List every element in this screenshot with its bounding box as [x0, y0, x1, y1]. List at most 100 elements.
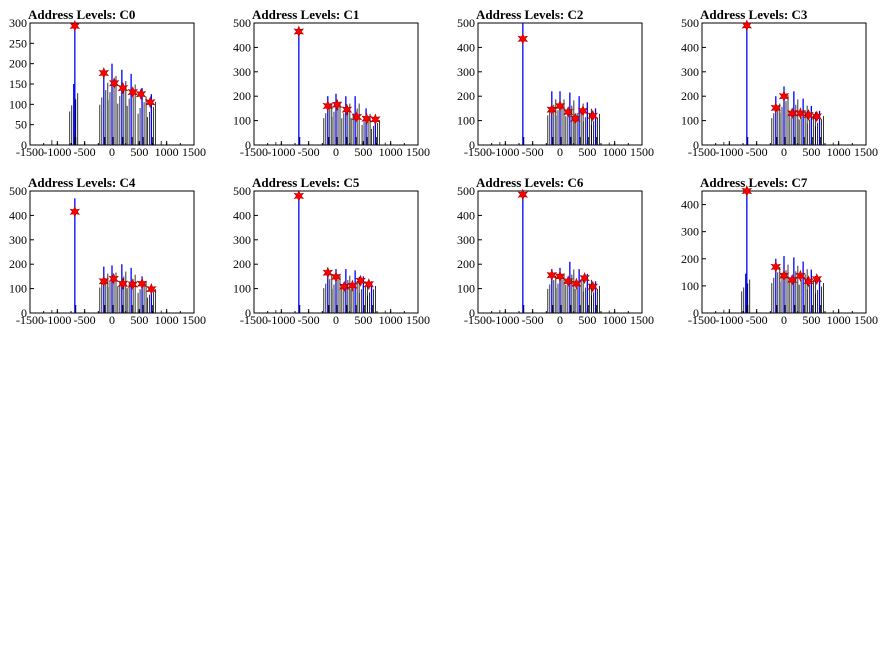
peak-marker: [770, 260, 782, 273]
y-tick-label: 0: [21, 138, 27, 152]
y-tick-label: 300: [9, 233, 27, 247]
peak-marker: [741, 184, 753, 198]
peak-marker: [778, 269, 790, 282]
peak-marker: [803, 275, 814, 288]
x-tick-label: 1000: [379, 145, 403, 159]
chart-panel: Address Levels: C6 -1500 -1000 -500 0 500 1000…: [457, 175, 654, 327]
y-tick-label: 0: [469, 306, 475, 320]
peak-marker: [517, 32, 529, 45]
peak-marker: [145, 96, 156, 109]
y-tick-label: 400: [9, 208, 27, 222]
y-tick-label: 400: [233, 40, 251, 54]
x-tick-label: 1500: [406, 145, 430, 159]
peak-marker: [108, 272, 119, 285]
peak-marker: [363, 278, 375, 291]
peak-marker: [136, 277, 148, 290]
x-tick-label: 1500: [630, 145, 654, 159]
peak-marker: [355, 274, 366, 287]
y-tick-label: 500: [681, 16, 699, 30]
y-tick-label: 500: [233, 184, 251, 198]
y-tick-label: 0: [245, 306, 251, 320]
y-tick-label: 200: [457, 89, 475, 103]
chart-panel: Address Levels: C7-1500 -1000 -500 0 500 1000…: [681, 175, 878, 327]
chart-title: Address Levels: C0: [28, 7, 135, 22]
peak-marker: [786, 273, 798, 286]
y-tick-label: 300: [457, 65, 475, 79]
x-tick-label: 1500: [182, 145, 206, 159]
y-tick-label: 100: [233, 282, 251, 296]
peak-marker: [322, 99, 334, 112]
peak-marker: [577, 104, 589, 117]
x-tick-label: 1000: [827, 145, 851, 159]
peak-marker: [127, 278, 139, 291]
chart-title: Address Levels: C4: [28, 175, 136, 190]
y-tick-label: 300: [681, 225, 699, 239]
x-tick-label: -500: [522, 145, 544, 159]
peak-marker: [146, 283, 157, 296]
x-tick-label: 500: [578, 145, 596, 159]
y-tick-label: 500: [233, 16, 251, 30]
peak-marker: [117, 82, 129, 95]
x-tick-label: 500: [354, 145, 372, 159]
y-tick-label: 100: [9, 97, 27, 111]
peak-marker: [786, 107, 798, 120]
y-tick-label: 50: [15, 118, 27, 132]
peak-marker: [562, 275, 574, 288]
x-tick-label: -1500: [16, 313, 44, 327]
peak-marker: [127, 86, 139, 99]
y-tick-label: 100: [9, 282, 27, 296]
chart-title: Address Levels: C5: [252, 175, 360, 190]
peak-marker: [546, 103, 558, 116]
chart-panel: Address Levels: C1-1500 -1000 -500 0 500 1000…: [233, 7, 430, 159]
peak-marker: [330, 270, 342, 283]
x-tick-label: 0: [781, 145, 787, 159]
peak-marker: [293, 189, 305, 202]
peak-marker: [811, 110, 823, 123]
peak-marker: [562, 106, 574, 119]
x-tick-label: -500: [74, 313, 96, 327]
x-tick-label: -500: [298, 313, 320, 327]
x-tick-label: 1000: [155, 313, 179, 327]
x-tick-label: -1500: [464, 313, 492, 327]
x-tick-label: 1000: [827, 313, 851, 327]
y-tick-label: 200: [233, 257, 251, 271]
x-tick-label: 500: [802, 313, 820, 327]
peak-marker: [741, 19, 753, 32]
peak-marker: [570, 112, 581, 125]
x-tick-label: -1000: [43, 145, 71, 159]
x-tick-label: 1000: [603, 313, 627, 327]
x-tick-label: 1000: [603, 145, 627, 159]
x-tick-label: -1500: [240, 145, 268, 159]
peak-marker: [331, 98, 343, 111]
peak-marker: [579, 272, 590, 285]
peak-marker: [587, 280, 599, 293]
y-tick-label: 100: [681, 279, 699, 293]
chart-panel: Address Levels: C4-1500 -1000 -500 0 500 1000…: [9, 175, 206, 327]
peak-marker: [135, 88, 147, 101]
x-tick-label: -500: [746, 145, 768, 159]
x-tick-label: -1500: [464, 145, 492, 159]
x-tick-label: -1000: [267, 313, 295, 327]
peak-marker: [341, 103, 353, 116]
y-tick-label: 200: [9, 257, 27, 271]
x-tick-label: -500: [298, 145, 320, 159]
peak-marker: [361, 112, 372, 125]
x-tick-label: -500: [522, 313, 544, 327]
x-tick-label: 500: [578, 313, 596, 327]
y-tick-label: 300: [9, 16, 27, 30]
x-tick-label: -1500: [16, 145, 44, 159]
peak-marker: [517, 188, 529, 201]
x-tick-label: -1000: [491, 313, 519, 327]
y-tick-label: 500: [457, 184, 475, 198]
x-tick-label: -1000: [715, 313, 743, 327]
x-tick-label: 0: [557, 313, 563, 327]
peak-marker: [546, 269, 558, 282]
y-tick-label: 150: [9, 77, 27, 91]
peak-marker: [293, 25, 305, 38]
peak-marker: [351, 110, 363, 123]
x-tick-label: 1500: [406, 313, 430, 327]
chart-title: Address Levels: C6: [476, 175, 584, 190]
y-tick-label: 300: [233, 65, 251, 79]
chart-panel: Address Levels: C0-1500 -1000 -500 0 500 1000…: [9, 7, 206, 159]
y-tick-label: 400: [233, 208, 251, 222]
